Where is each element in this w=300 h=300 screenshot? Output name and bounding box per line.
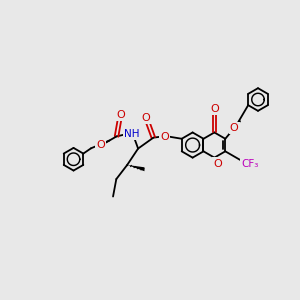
Text: O: O (116, 110, 124, 120)
Text: O: O (160, 132, 169, 142)
Text: O: O (142, 112, 150, 123)
Polygon shape (127, 165, 145, 171)
Text: O: O (97, 140, 105, 151)
Text: CF₃: CF₃ (241, 159, 259, 170)
Text: O: O (213, 159, 222, 169)
Text: O: O (230, 123, 239, 133)
Text: O: O (210, 104, 219, 114)
Text: NH: NH (124, 129, 140, 139)
